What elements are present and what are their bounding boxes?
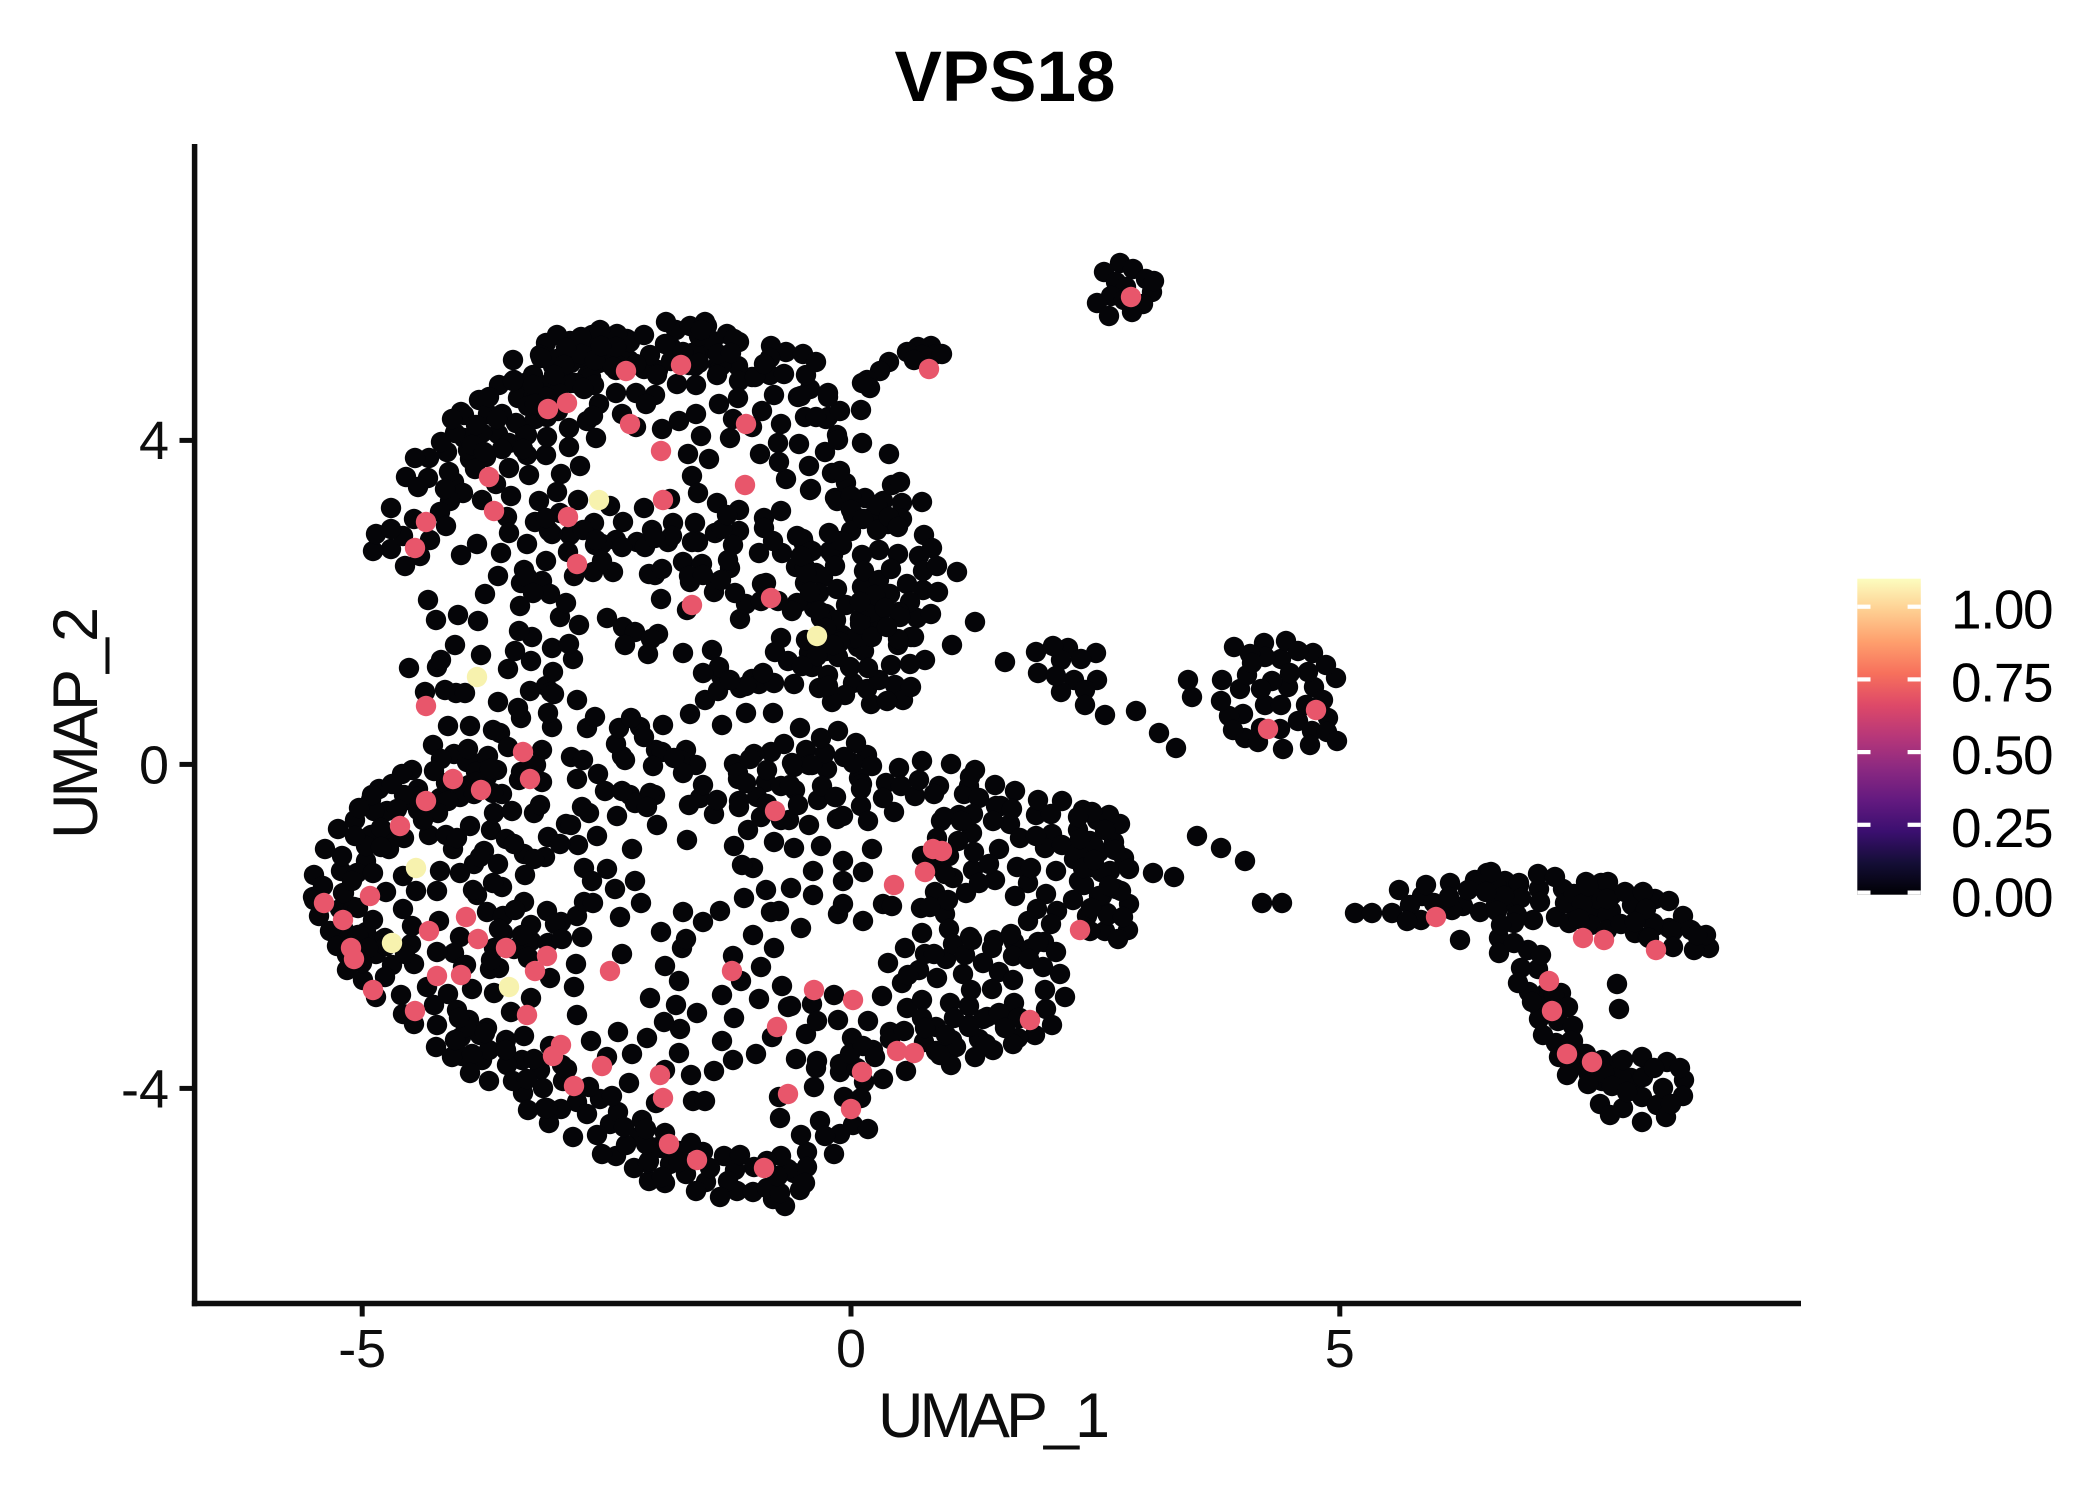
- svg-text:4: 4: [139, 411, 169, 471]
- svg-text:VPS18: VPS18: [894, 38, 1115, 117]
- svg-text:UMAP_2: UMAP_2: [41, 610, 111, 839]
- svg-text:UMAP_1: UMAP_1: [878, 1381, 1107, 1451]
- svg-text:0: 0: [836, 1319, 866, 1379]
- svg-text:0.25: 0.25: [1951, 797, 2052, 859]
- svg-text:1.00: 1.00: [1951, 579, 2052, 641]
- svg-text:-5: -5: [338, 1319, 386, 1379]
- svg-text:5: 5: [1325, 1319, 1355, 1379]
- svg-text:0.00: 0.00: [1951, 867, 2052, 929]
- svg-text:0.75: 0.75: [1951, 651, 2052, 713]
- svg-text:0: 0: [139, 735, 169, 795]
- svg-text:-4: -4: [121, 1059, 169, 1119]
- svg-text:0.50: 0.50: [1951, 724, 2052, 786]
